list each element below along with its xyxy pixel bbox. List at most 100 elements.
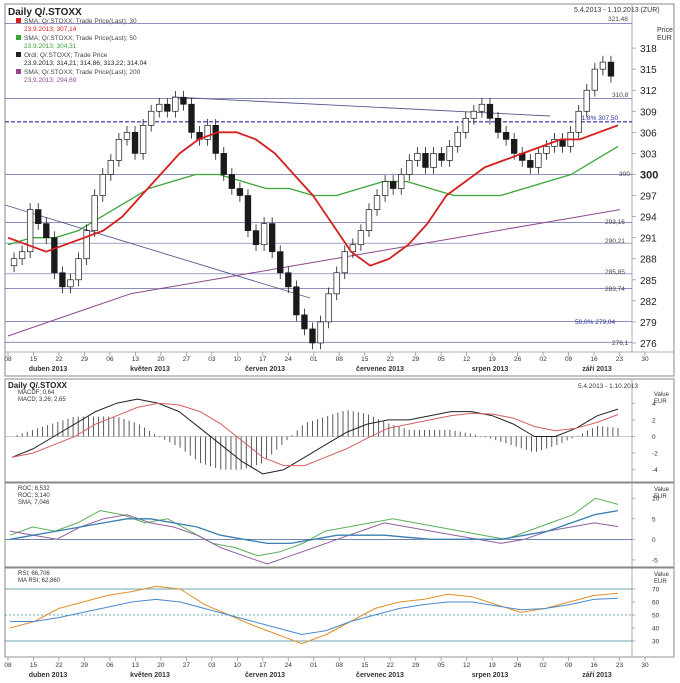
bottom-x-tick-label: 09 [565, 662, 573, 669]
price-x-tick-label: 30 [641, 356, 649, 363]
macd-signal-line [11, 402, 619, 467]
candle-body [277, 251, 284, 274]
level-label-300: 300 [619, 171, 630, 178]
level-label-276: 276,1 [612, 340, 629, 347]
candle-body [438, 153, 445, 161]
price-x-ticks: 08 15 22 29 06 13 20 27 03 10 17 24 01 08 15 22 29 05 12 19… [4, 352, 649, 363]
roc2-line [9, 514, 619, 565]
bottom-month-label: duben 2013 [29, 672, 68, 679]
candle-body [535, 153, 542, 168]
candle-body [406, 160, 413, 175]
candle-body [123, 131, 131, 140]
candle-body [51, 237, 58, 274]
candle-body [228, 174, 236, 189]
macd-y-tick-label: -2 [652, 451, 658, 458]
candle-body [317, 321, 324, 344]
macd-panel-title: Daily Q/.STOXX [8, 381, 68, 390]
price-y-tick-label: 309 [640, 107, 657, 118]
macd-value-unit: EUR [654, 399, 667, 405]
level-label-fib61: 61,8% 307,50 [578, 115, 619, 122]
candle-body [373, 195, 381, 210]
candle-body [422, 153, 429, 168]
rsi-value-unit: EUR [654, 579, 667, 585]
candle-body [252, 230, 260, 246]
price-x-tick-label: 27 [183, 356, 191, 363]
bottom-month-label: srpen 2013 [472, 672, 509, 679]
price-month-label: září 2013 [582, 366, 612, 373]
rsi-lines [9, 585, 619, 645]
candle-body [414, 153, 421, 161]
macd-legend-1: MACDF; 0,64 [18, 390, 55, 396]
price-y-tick-label: 288 [640, 255, 657, 266]
bottom-month-label: květen 2013 [130, 672, 170, 679]
candle-body [446, 146, 453, 161]
level-label-fib50: 50,0% 279,04 [575, 319, 616, 326]
candle-body [478, 103, 486, 112]
bottom-x-tick-label: 08 [4, 662, 12, 669]
bottom-x-tick-label: 20 [157, 662, 165, 669]
legend-sma50-value: 23.9.2013; 304,31 [24, 43, 77, 50]
bottom-x-tick-label: 23 [616, 662, 624, 669]
roc-y-tick-label: 5 [652, 516, 656, 523]
price-y-tick-label: 315 [640, 65, 657, 76]
bottom-x-tick-label: 19 [489, 662, 497, 669]
bottom-x-tick-label: 17 [259, 662, 267, 669]
bottom-x-tick-label: 30 [641, 662, 649, 669]
candle-body [599, 61, 607, 70]
candle-body [107, 160, 115, 175]
roc-value-label: Value [654, 487, 670, 493]
candle-body [260, 223, 268, 246]
price-x-tick-label: 29 [81, 356, 89, 363]
candle-body [91, 195, 98, 231]
candle-body [75, 258, 82, 281]
roc-value-unit: EUR [654, 494, 667, 500]
price-axis-label: Price [657, 27, 673, 34]
candle-body [35, 209, 42, 224]
candle-body [486, 103, 494, 119]
candle-body [172, 96, 179, 112]
legend-sma200-value: 23.9.2013; 294,69 [24, 77, 77, 84]
bottom-x-tick-label: 03 [208, 662, 216, 669]
price-x-tick-label: 10 [234, 356, 242, 363]
candle-body [285, 272, 292, 288]
candle-body [357, 230, 365, 246]
candle-body [293, 286, 300, 316]
bottom-x-tick-label: 15 [361, 662, 369, 669]
legend-swatch-sma50 [16, 35, 21, 40]
rsi-y-ticks: 70 60 50 40 30 [5, 587, 660, 646]
bottom-x-tick-label: 15 [30, 662, 38, 669]
candle-body [591, 68, 599, 91]
candle-body [510, 139, 518, 154]
roc-sma-line [9, 509, 619, 545]
roc-legend-2: ROC; 3,140 [18, 493, 50, 499]
price-x-tick-label: 12 [463, 356, 471, 363]
price-y-tick-label: 279 [640, 318, 657, 329]
bottom-x-tick-label: 06 [106, 662, 114, 669]
price-y-tick-label: 318 [640, 44, 657, 55]
candle-body [301, 314, 308, 330]
candle-body [188, 103, 195, 133]
price-legend: SMA; Q/.STOXX; Trade Price(Last); 30 23.… [16, 18, 147, 84]
roc-y-tick-label: -5 [652, 557, 658, 564]
level-label-293: 293,16 [605, 219, 625, 226]
macd-y-ticks: 4 2 0 -2 -4 [5, 401, 658, 474]
price-x-tick-label: 08 [4, 356, 12, 363]
legend-sma200-label: SMA; Q/.STOXX; Trade Price(Last); 200 [24, 69, 141, 76]
bottom-x-tick-label: 10 [234, 662, 242, 669]
price-x-tick-label: 23 [616, 356, 624, 363]
price-y-tick-label: 312 [640, 86, 657, 97]
roc-panel-frame [4, 482, 675, 568]
macd-line [11, 398, 619, 475]
candle-body [83, 230, 90, 260]
sma30-line [7, 124, 619, 267]
candle-body [244, 195, 252, 231]
macd-legend-2: MACD; 3,26; 2,65 [18, 397, 66, 403]
rsi-panel-frame [4, 567, 675, 658]
rsi-y-tick-label: 70 [652, 587, 660, 594]
candle-body [164, 103, 171, 112]
level-label-321: 321,48 [608, 16, 628, 23]
candle-body [268, 223, 276, 253]
trendline-falling [4, 204, 311, 299]
candle-body [18, 251, 26, 260]
